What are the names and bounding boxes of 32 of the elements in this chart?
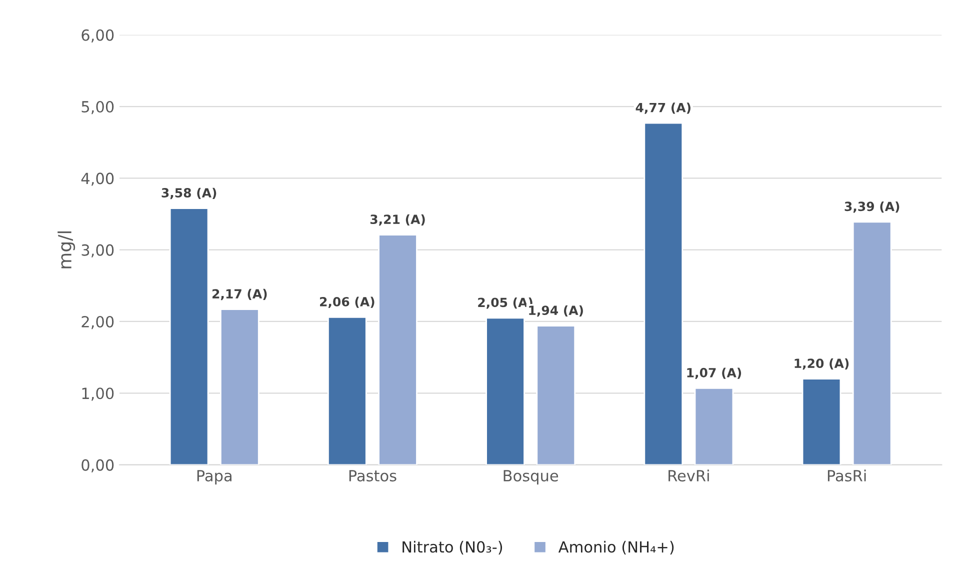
bar [694,387,734,465]
y-tick-label: 2,00 [82,316,114,330]
bar [220,308,260,465]
data-label: 2,06 (A) [320,296,374,308]
y-tick-label: 1,00 [82,388,114,401]
y-axis-title: mg/l [58,231,76,268]
data-label: 2,17 (A) [212,288,267,300]
data-label: 3,58 (A) [162,188,216,200]
legend-label: Amonio (NH₄+) [558,540,674,554]
y-tick-label: 5,00 [82,100,114,114]
data-label: 1,20 (A) [794,358,849,370]
bar [378,234,418,465]
bar [852,221,892,465]
y-tick-label: 0,00 [82,459,114,472]
bar [802,378,842,465]
x-tick-label: Papa [197,470,232,484]
x-tick-label: Bosque [504,470,558,484]
data-label: 3,21 (A) [370,214,425,226]
y-tick-label: 4,00 [81,172,114,186]
x-tick-label: RevRi [668,470,709,482]
bar [169,208,209,465]
data-label: 4,77 (A) [636,102,690,114]
bar [644,122,684,465]
bar [328,316,367,465]
x-tick-label: Pastos [349,470,396,482]
data-label: 3,39 (A) [844,201,900,213]
legend-label: Nitrato (N0₃-) [402,540,502,554]
x-tick-label: PasRi [828,470,866,482]
data-label: 1,07 (A) [687,368,742,379]
bar [536,325,576,465]
y-tick-label: 6,00 [82,29,114,42]
y-tick-label: 3,00 [82,244,114,258]
